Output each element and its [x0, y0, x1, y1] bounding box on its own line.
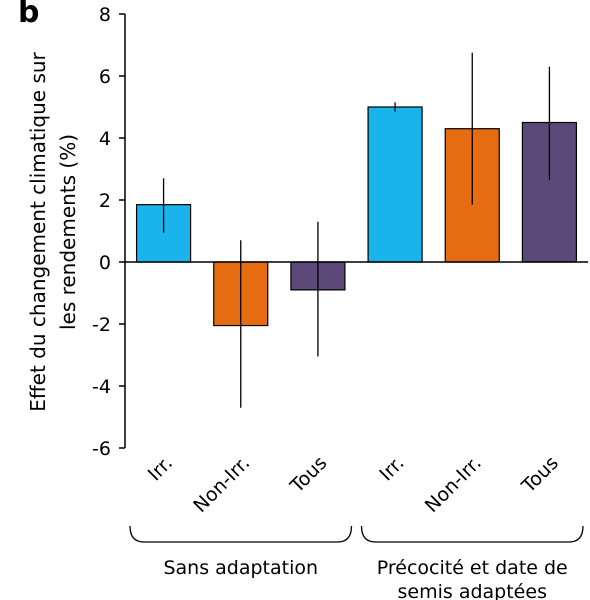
- y-tick-label: -4: [92, 376, 111, 398]
- y-tick-label: 8: [99, 4, 111, 26]
- y-axis-title-2: les rendements (%): [56, 134, 80, 330]
- group-bracket-1: [129, 525, 353, 543]
- y-axis: -6 -4 -2 0 2 4 6 8: [92, 4, 126, 460]
- y-tick-label: 2: [99, 190, 111, 212]
- x-tick-label-1: Irr.: [144, 452, 177, 485]
- group-label-2-line2: semis adaptées: [398, 581, 547, 600]
- x-tick-label-3: Tous: [286, 452, 332, 498]
- x-tick-label-5: Non-Irr.: [421, 452, 486, 517]
- x-axis-labels: Irr. Non-Irr. Tous Irr. Non-Irr. Tous: [144, 452, 563, 517]
- group-bracket-2: [360, 525, 584, 543]
- group-label-2: Précocité et date de: [377, 557, 568, 579]
- bars: [135, 106, 578, 327]
- bar-4: [367, 106, 423, 263]
- y-axis-title: Effet du changement climatique sur: [26, 51, 50, 411]
- x-tick-label-6: Tous: [517, 452, 563, 498]
- group-label-1: Sans adaptation: [163, 557, 318, 579]
- panel-letter: b: [18, 0, 39, 30]
- group-brackets: Sans adaptation Précocité et date de semis…: [129, 525, 584, 600]
- y-axis-title-line1: Effet du changement climatique sur: [26, 51, 50, 411]
- x-tick-label-4: Irr.: [375, 452, 408, 485]
- y-tick-label: 4: [99, 128, 111, 150]
- error-bars: [162, 52, 551, 408]
- y-tick-label: -2: [92, 314, 111, 336]
- x-tick-label-2: Non-Irr.: [189, 452, 254, 517]
- y-tick-label: -6: [92, 438, 111, 460]
- y-tick-label: 6: [99, 66, 111, 88]
- y-axis-title-line2: les rendements (%): [56, 134, 80, 330]
- y-tick-label: 0: [99, 252, 111, 274]
